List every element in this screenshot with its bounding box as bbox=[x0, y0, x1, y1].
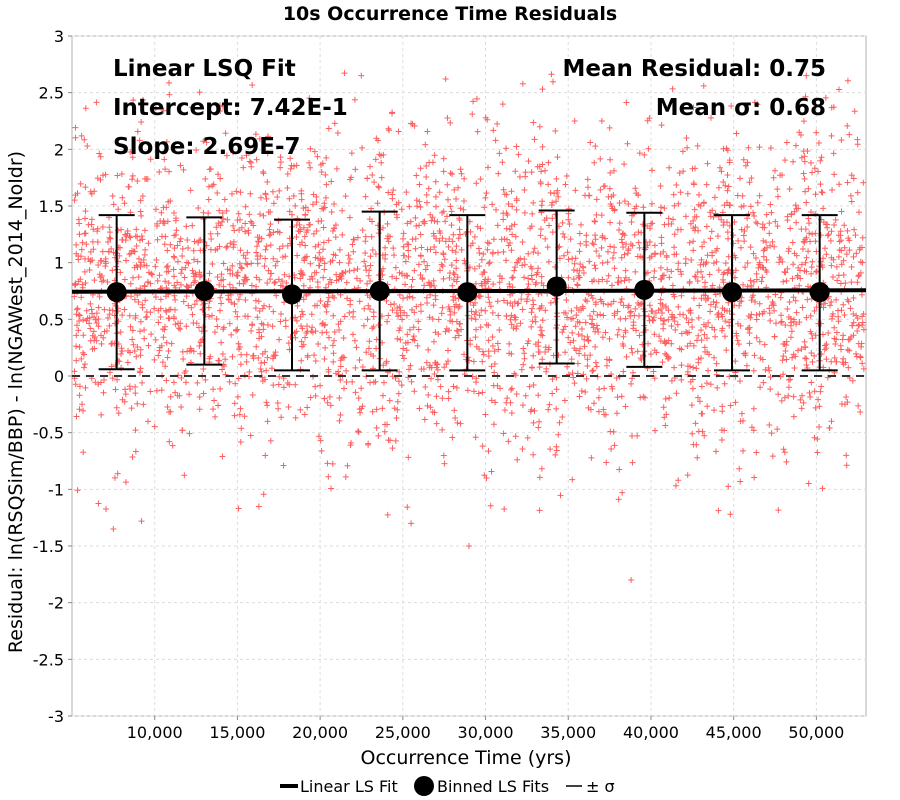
legend-sigma-label: ± σ bbox=[586, 777, 615, 796]
y-tick-label: -0.5 bbox=[33, 424, 64, 443]
x-tick-label: 20,000 bbox=[292, 723, 348, 742]
annotation-slope: Slope: 2.69E-7 bbox=[113, 134, 301, 160]
annotation-intercept: Intercept: 7.42E-1 bbox=[113, 95, 348, 121]
x-tick-label: 35,000 bbox=[540, 723, 596, 742]
y-tick-label: -1.5 bbox=[33, 537, 64, 556]
binned-fit-point bbox=[106, 282, 127, 303]
annotation-mean-residual: Mean Residual: 0.75 bbox=[563, 56, 826, 82]
binned-fit-markers bbox=[106, 276, 830, 305]
x-tick-label: 25,000 bbox=[375, 723, 431, 742]
x-tick-label: 50,000 bbox=[788, 723, 844, 742]
x-axis-label: Occurrence Time (yrs) bbox=[361, 747, 572, 769]
y-axis-label: Residual: ln(RSQSim/BBP) - ln(NGAWest_20… bbox=[5, 151, 27, 653]
chart-title: 10s Occurrence Time Residuals bbox=[283, 3, 617, 25]
binned-fit-point bbox=[194, 281, 215, 301]
x-tick-label: 40,000 bbox=[623, 723, 679, 742]
x-tick-label: 45,000 bbox=[706, 723, 762, 742]
legend: Linear LS Fit Binned LS Fits ± σ bbox=[280, 776, 615, 796]
annotation-fit-title: Linear LSQ Fit bbox=[113, 56, 296, 82]
binned-fit-point bbox=[809, 282, 830, 303]
legend-linear-fit-label: Linear LS Fit bbox=[300, 777, 398, 796]
binned-fit-point bbox=[282, 284, 303, 305]
binned-fit-point bbox=[546, 276, 567, 297]
y-tick-label: 2.5 bbox=[39, 84, 64, 103]
y-tick-label: -2 bbox=[48, 594, 64, 613]
y-tick-label: 3 bbox=[54, 27, 64, 46]
binned-fit-point bbox=[369, 281, 390, 301]
y-tick-label: 1.5 bbox=[39, 197, 64, 216]
residual-scatter-points bbox=[71, 70, 867, 583]
binned-fit-point bbox=[457, 282, 478, 303]
plot-area bbox=[71, 35, 867, 717]
x-tick-label: 15,000 bbox=[209, 723, 265, 742]
y-tick-label: 0 bbox=[54, 367, 64, 386]
legend-binned-fits-swatch bbox=[414, 776, 434, 796]
y-tick-label: 1 bbox=[54, 254, 64, 273]
x-tick-label: 10,000 bbox=[127, 723, 183, 742]
y-tick-label: 2 bbox=[54, 140, 64, 159]
binned-fit-point bbox=[634, 279, 655, 300]
y-tick-label: -2.5 bbox=[33, 650, 64, 669]
y-tick-label: -1 bbox=[48, 480, 64, 499]
x-axis-ticks: 10,000 15,000 20,000 25,000 30,000 35,000 40,0… bbox=[127, 716, 844, 742]
y-tick-label: -3 bbox=[48, 707, 64, 726]
binned-fit-point bbox=[722, 282, 743, 303]
y-tick-label: 0.5 bbox=[39, 310, 64, 329]
scatter-points bbox=[71, 70, 867, 583]
legend-binned-fits-label: Binned LS Fits bbox=[437, 777, 549, 796]
y-axis-ticks: -3 -2.5 -2 -1.5 -1 -0.5 0 0.5 1 1.5 2 2.5 3 bbox=[33, 27, 72, 726]
annotation-mean-sigma: Mean σ: 0.68 bbox=[656, 95, 826, 121]
x-tick-label: 30,000 bbox=[458, 723, 514, 742]
